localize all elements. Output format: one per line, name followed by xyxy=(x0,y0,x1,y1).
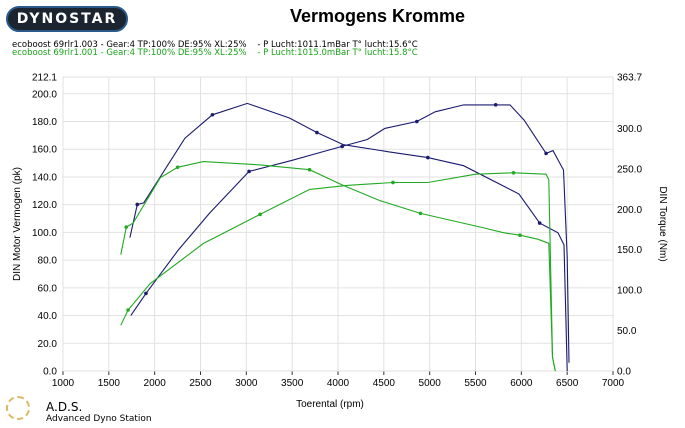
y2-axis-label: DIN Torque (Nm) xyxy=(657,186,668,261)
data-point xyxy=(175,165,180,170)
footer-brand-full: Advanced Dyno Station xyxy=(46,414,152,424)
data-point xyxy=(247,169,251,174)
data-point xyxy=(426,155,430,160)
x-tick-label: 6500 xyxy=(556,378,579,389)
y2-tick-label: 200.0 xyxy=(617,205,642,216)
y-tick-label: 140.0 xyxy=(32,172,57,183)
data-point xyxy=(391,180,395,185)
data-point xyxy=(307,167,312,172)
y-tick-label: 160.0 xyxy=(32,145,57,156)
x-tick-label: 1500 xyxy=(98,378,121,389)
data-point xyxy=(315,130,319,135)
x-tick-label: 3000 xyxy=(235,378,258,389)
y-tick-label: 0.0 xyxy=(43,367,57,378)
y-tick-label: 212.1 xyxy=(32,73,57,84)
data-point xyxy=(544,151,548,156)
x-tick-label: 7000 xyxy=(602,378,625,389)
data-point xyxy=(210,112,215,117)
y2-tick-label: 100.0 xyxy=(617,286,642,297)
series-line-torque-run2 xyxy=(120,161,556,372)
x-tick-label: 2500 xyxy=(189,378,212,389)
y-tick-label: 80.0 xyxy=(38,256,58,267)
y2-tick-label: 300.0 xyxy=(617,124,642,135)
footer-brand: A.D.S. xyxy=(46,400,83,414)
y2-tick-label: 363.7 xyxy=(617,73,642,84)
legend-run-2: ecoboost 69rlr1.001 - Gear:4 TP:100% DE:… xyxy=(12,48,418,58)
x-tick-label: 4500 xyxy=(373,378,396,389)
data-point xyxy=(537,221,542,225)
data-point xyxy=(418,211,423,216)
series-line-torque-run1 xyxy=(129,102,568,372)
y2-tick-label: 50.0 xyxy=(617,326,637,337)
data-point xyxy=(511,170,516,175)
y-axis-label: DIN Motor Vermogen (pk) xyxy=(12,167,23,281)
legend-run-1: ecoboost 69rlr1.003 - Gear:4 TP:100% DE:… xyxy=(12,40,418,50)
x-axis-label: Toerental (rpm) xyxy=(296,399,364,410)
y-tick-label: 180.0 xyxy=(32,117,57,128)
x-tick-label: 2000 xyxy=(144,378,167,389)
logo-text: DYNOSTAR xyxy=(16,11,118,27)
data-point xyxy=(135,202,140,207)
x-tick-label: 6000 xyxy=(510,378,533,389)
y2-tick-label: 250.0 xyxy=(617,164,642,175)
data-point xyxy=(340,144,344,149)
x-tick-label: 1000 xyxy=(52,378,75,389)
y-tick-label: 200.0 xyxy=(32,89,57,100)
data-point xyxy=(126,308,130,312)
data-point xyxy=(144,291,148,296)
y-tick-label: 60.0 xyxy=(38,283,58,294)
data-point xyxy=(124,225,129,229)
y2-tick-label: 150.0 xyxy=(617,245,642,256)
y2-tick-label: 0.0 xyxy=(617,367,631,378)
x-tick-label: 5000 xyxy=(419,378,442,389)
y-tick-label: 20.0 xyxy=(38,339,58,350)
y-tick-label: 120.0 xyxy=(32,200,57,211)
data-point xyxy=(258,212,262,217)
y-tick-label: 40.0 xyxy=(38,311,58,322)
data-point xyxy=(518,233,522,237)
x-tick-label: 4000 xyxy=(327,378,350,389)
data-point xyxy=(415,119,419,124)
x-tick-label: 3500 xyxy=(281,378,304,389)
y-tick-label: 100.0 xyxy=(32,228,57,239)
dynostar-logo: DYNOSTAR xyxy=(6,6,128,32)
data-point xyxy=(493,103,498,107)
ads-logo-icon xyxy=(6,396,30,420)
x-tick-label: 5500 xyxy=(464,378,487,389)
chart-title: Vermogens Kromme xyxy=(289,6,466,26)
